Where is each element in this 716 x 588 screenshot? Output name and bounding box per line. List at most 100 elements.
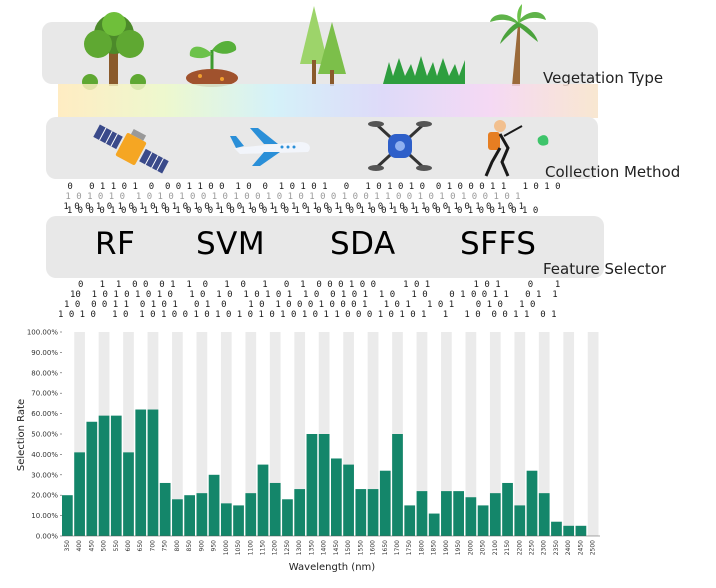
x-tick-label: 1500 bbox=[345, 540, 352, 555]
x-tick-label: 1600 bbox=[370, 540, 377, 555]
vegetation-type-label: Vegetation Type bbox=[543, 69, 664, 87]
bar-1300 bbox=[294, 489, 306, 536]
background-band bbox=[587, 332, 599, 536]
y-tick-label: 60.00% bbox=[31, 410, 58, 418]
background-band bbox=[538, 332, 550, 536]
x-tick-label: 2400 bbox=[565, 540, 572, 555]
x-tick-label: 2100 bbox=[492, 540, 499, 555]
bar-1850 bbox=[428, 513, 440, 536]
background-band bbox=[245, 332, 257, 536]
y-tick-label: 100.00% bbox=[27, 329, 58, 337]
bar-800 bbox=[172, 499, 183, 536]
bar-2200 bbox=[514, 505, 526, 536]
x-tick-label: 1700 bbox=[394, 540, 401, 555]
binary-upper-line-3: 1 0 0 1 0 1 0 1 0 0 1 0 1 0 1 0 0 1 0 1 … bbox=[58, 202, 524, 212]
bar-1800 bbox=[416, 491, 428, 536]
x-tick-label: 400 bbox=[76, 540, 83, 552]
x-tick-label: 2350 bbox=[553, 540, 560, 555]
x-tick-label: 1100 bbox=[247, 540, 254, 555]
binary-lower-line-2: 10 1 0 1 0 1 0 1 0 1 0 1 0 1 0 1 0 1 1 0… bbox=[70, 290, 558, 300]
bar-1150 bbox=[257, 464, 269, 536]
bar-1350 bbox=[306, 434, 318, 536]
bar-2300 bbox=[538, 493, 550, 536]
bar-1400 bbox=[318, 434, 330, 536]
bar-1100 bbox=[245, 493, 257, 536]
bar-1250 bbox=[282, 499, 293, 536]
bar-1450 bbox=[331, 458, 342, 536]
y-tick-label: 0.00% bbox=[36, 533, 59, 541]
x-tick-label: 1800 bbox=[418, 540, 425, 555]
background-band bbox=[172, 332, 183, 536]
binary-lower-line-3: 1 0 0 0 1 1 0 1 0 1 0 1 0 1 0 1 0 0 0 1 … bbox=[64, 300, 536, 310]
x-tick-label: 1750 bbox=[406, 540, 413, 555]
binary-lower-line-4: 1 0 1 0 1 0 1 0 1 0 0 1 0 1 0 1 0 1 0 1 … bbox=[58, 310, 557, 320]
rainbow-band bbox=[58, 84, 598, 118]
x-tick-label: 700 bbox=[149, 540, 156, 552]
conifer-trees-icon bbox=[300, 6, 346, 86]
x-tick-label: 850 bbox=[186, 540, 193, 552]
bar-2400 bbox=[563, 525, 575, 536]
hiker-icon bbox=[484, 120, 549, 177]
x-tick-label: 1050 bbox=[235, 540, 242, 555]
y-tick-label: 80.00% bbox=[31, 369, 58, 377]
x-tick-label: 800 bbox=[174, 540, 181, 552]
background-band bbox=[343, 332, 354, 536]
background-band bbox=[74, 332, 85, 536]
x-tick-label: 2450 bbox=[577, 540, 584, 555]
x-tick-label: 2250 bbox=[529, 540, 536, 555]
bar-1500 bbox=[343, 464, 354, 536]
y-tick-label: 40.00% bbox=[31, 451, 58, 459]
y-axis-title: Selection Rate bbox=[16, 399, 27, 471]
x-tick-label: 950 bbox=[211, 540, 218, 552]
x-tick-label: 2150 bbox=[504, 540, 511, 555]
bar-550 bbox=[110, 415, 122, 536]
rf-label: RF bbox=[95, 226, 136, 262]
selection-rate-chart: 0.00% 10.00% 20.00% 30.00% 40.00% 50.00% 60.00… bbox=[16, 329, 600, 573]
x-tick-label: 1200 bbox=[272, 540, 279, 555]
x-tick-label: 1850 bbox=[431, 540, 438, 555]
y-tick-label: 30.00% bbox=[31, 471, 58, 479]
x-tick-label: 1550 bbox=[357, 540, 364, 555]
x-tick-label: 1300 bbox=[296, 540, 303, 555]
bar-2350 bbox=[551, 521, 562, 536]
bar-2100 bbox=[489, 493, 501, 536]
seedling-icon bbox=[186, 40, 238, 87]
x-tick-label: 2500 bbox=[590, 540, 597, 555]
x-tick-label: 900 bbox=[198, 540, 205, 552]
x-tick-label: 600 bbox=[125, 540, 132, 552]
bar-900 bbox=[196, 493, 208, 536]
background-band bbox=[196, 332, 208, 536]
background-band bbox=[514, 332, 526, 536]
y-tick-label: 70.00% bbox=[31, 390, 58, 398]
x-tick-label: 1150 bbox=[260, 540, 267, 555]
background-band bbox=[220, 332, 232, 536]
x-axis-title: Wavelength (nm) bbox=[289, 562, 375, 573]
sffs-label: SFFS bbox=[460, 226, 537, 262]
x-tick-label: 1000 bbox=[223, 540, 230, 555]
feature-selector-label: Feature Selector bbox=[543, 260, 667, 278]
bar-700 bbox=[147, 409, 159, 536]
x-tick-label: 1950 bbox=[455, 540, 462, 555]
background-band bbox=[465, 332, 477, 536]
bar-750 bbox=[159, 482, 171, 536]
y-tick-label: 20.00% bbox=[31, 492, 58, 500]
x-tick-label: 2200 bbox=[516, 540, 523, 555]
sda-label: SDA bbox=[330, 226, 396, 262]
x-tick-label: 500 bbox=[101, 540, 108, 552]
collection-method-label: Collection Method bbox=[545, 163, 681, 181]
x-tick-label: 2300 bbox=[541, 540, 548, 555]
bar-1200 bbox=[269, 482, 281, 536]
x-tick-label: 450 bbox=[88, 540, 95, 552]
bar-1550 bbox=[355, 489, 367, 536]
bar-2450 bbox=[575, 525, 587, 536]
bar-1900 bbox=[441, 491, 452, 536]
background-band bbox=[489, 332, 501, 536]
binary-upper-line-1: 0 0 1 1 0 1 0 0 0 1 1 0 0 1 0 0 1 0 1 0 … bbox=[62, 182, 561, 192]
background-band bbox=[123, 332, 134, 536]
x-tick-label: 350 bbox=[64, 540, 71, 552]
y-tick-label: 10.00% bbox=[31, 512, 58, 520]
bar-2150 bbox=[502, 482, 513, 536]
airplane-icon bbox=[230, 128, 310, 166]
satellite-icon bbox=[93, 124, 169, 174]
feature-selector-panel bbox=[46, 216, 604, 278]
